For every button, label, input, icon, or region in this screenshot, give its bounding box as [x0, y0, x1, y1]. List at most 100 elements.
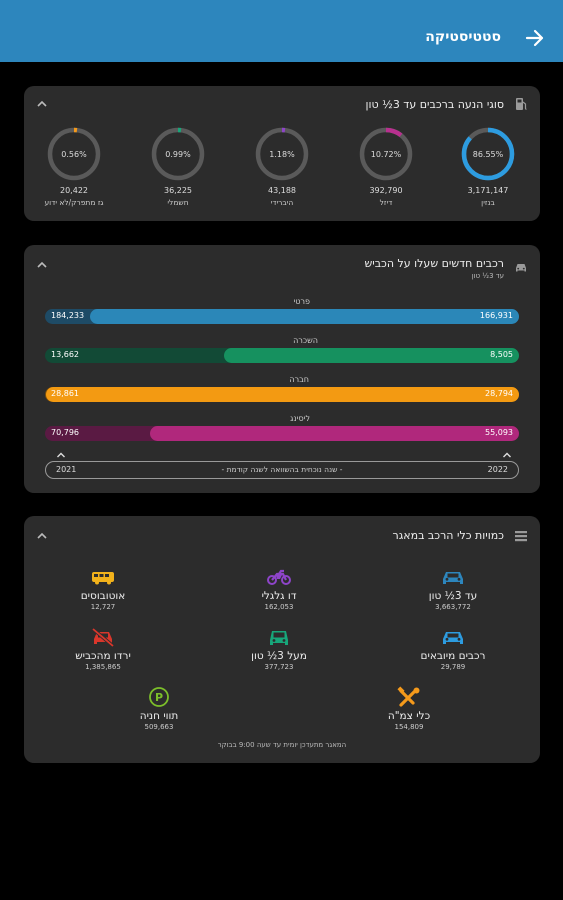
vehicle-stat-value: 29,789 — [440, 663, 466, 671]
vehicle-stat-3[interactable]: אוטובוסים 12,727 — [28, 566, 178, 611]
bar-track: 70,796 55,093 — [45, 426, 519, 441]
vehicle-stat-value: 12,727 — [90, 603, 116, 611]
bar-previous-value: 13,662 — [51, 350, 79, 359]
bar-track: 184,233 166,931 — [45, 309, 519, 324]
truck-icon — [270, 631, 288, 645]
ring-value: 392,790 — [369, 186, 403, 195]
vehicle-stat-value: 3,663,772 — [435, 603, 471, 611]
vehicle-stat-name: אוטובוסים — [80, 590, 126, 602]
back-arrow-icon[interactable] — [523, 26, 547, 50]
propulsion-ring — [151, 127, 205, 181]
bar-track: 13,662 8,505 — [45, 348, 519, 363]
vehicle-stat-7[interactable]: כלי צמ"ה 154,809 — [334, 686, 484, 731]
next-year-chevron-icon[interactable] — [502, 451, 512, 459]
update-footnote: המאגר מתעדכן יומית עד שעה 9:00 בבוקר — [217, 741, 347, 749]
page-title: סטטיסטיקה — [425, 29, 501, 45]
ring-label: גז מתפרק/לא ידוע — [44, 198, 104, 207]
ring-segment — [255, 127, 309, 181]
vehicle-stat-name: כלי צמ"ה — [387, 710, 431, 722]
ring-label: דיזל — [379, 198, 393, 207]
ring-segment — [151, 127, 205, 181]
year-compare-selector[interactable]: 2021 - שנה נוכחית בהשוואה לשנה קודמת - 2… — [45, 461, 519, 479]
ring-label: בנזין — [481, 198, 495, 207]
propulsion-ring — [461, 127, 515, 181]
bar-current-value: 55,093 — [485, 428, 513, 437]
ring-label: היברידי — [270, 198, 294, 207]
propulsion-ring — [47, 127, 101, 181]
bar-previous-value: 28,861 — [51, 389, 79, 398]
ring-percentage: 10.72% — [370, 150, 402, 159]
svg-text:P: P — [155, 691, 163, 704]
bar-current-value: 166,931 — [479, 311, 513, 320]
imported-car-icon — [443, 632, 463, 644]
ring-percentage: 86.55% — [472, 150, 504, 159]
vehicle-stat-4[interactable]: רכבים מיובאים 29,789 — [378, 626, 528, 671]
ring-percentage: 0.99% — [165, 150, 191, 159]
year-previous: 2021 — [56, 465, 77, 474]
collapse-chevron-icon[interactable] — [36, 99, 48, 109]
list-icon — [515, 531, 527, 542]
quantities-card: כמויות כלי הרכב במאגר עד 3½ טון 3,663,772… — [24, 516, 540, 763]
bar-category-label: חברה — [289, 375, 309, 384]
vehicle-stat-name: מעל 3½ טון — [251, 650, 307, 662]
year-current: 2022 — [487, 465, 508, 474]
ring-label: חשמלי — [167, 198, 189, 207]
parking-icon: P — [149, 687, 169, 707]
bar-previous-value: 184,233 — [51, 311, 85, 320]
bar-current-value: 28,794 — [485, 389, 513, 398]
card-subtitle: עד 3½ טון — [471, 272, 504, 280]
propulsion-card: סוגי הנעה ברכבים עד 3½ טון 86.55% 3,171,1… — [24, 86, 540, 221]
ring-segment — [47, 127, 101, 181]
card-title: כמויות כלי הרכב במאגר — [392, 529, 505, 542]
vehicle-stat-value: 377,723 — [264, 663, 294, 671]
vehicle-stat-8[interactable]: P תווי חניה 509,663 — [84, 686, 234, 731]
crossed-car-icon — [91, 627, 115, 648]
card-title: רכבים חדשים שעלו על הכביש — [364, 257, 504, 270]
vehicle-stat-1[interactable]: עד 3½ טון 3,663,772 — [378, 566, 528, 611]
propulsion-ring — [359, 127, 413, 181]
vehicle-stat-name: דו גלגלי — [261, 590, 297, 602]
bar-previous-value: 70,796 — [51, 428, 79, 437]
card-title: סוגי הנעה ברכבים עד 3½ טון — [365, 98, 504, 111]
vehicle-stat-name: עד 3½ טון — [428, 590, 478, 602]
vehicle-stat-value: 509,663 — [144, 723, 174, 731]
fuel-pump-icon — [516, 98, 527, 110]
vehicle-stat-name: ירדו מהכביש — [75, 650, 131, 662]
bar-track: 28,861 28,794 — [45, 387, 519, 402]
motorcycle-icon — [267, 569, 291, 585]
app-bar: סטטיסטיקה — [0, 0, 563, 62]
vehicle-stat-2[interactable]: דו גלגלי 162,053 — [204, 566, 354, 611]
bar-category-label: פרטי — [293, 297, 311, 306]
vehicle-stat-6[interactable]: ירדו מהכביש 1,385,865 — [28, 626, 178, 671]
ring-percentage: 0.56% — [61, 150, 87, 159]
bar-fill — [150, 426, 519, 441]
propulsion-ring — [255, 127, 309, 181]
vehicle-stat-value: 1,385,865 — [85, 663, 121, 671]
bar-category-label: השכרה — [293, 336, 318, 345]
vehicle-stat-name: תווי חניה — [139, 710, 179, 722]
bus-icon — [92, 572, 114, 585]
car-icon — [516, 264, 526, 272]
tools-icon — [397, 686, 420, 707]
ring-value: 3,171,147 — [467, 186, 509, 195]
vehicle-stat-value: 162,053 — [264, 603, 294, 611]
vehicle-stat-value: 154,809 — [394, 723, 424, 731]
vehicle-stat-5[interactable]: מעל 3½ טון 377,723 — [204, 626, 354, 671]
ring-value: 43,188 — [268, 186, 296, 195]
bar-category-label: ליסינג — [290, 414, 310, 423]
car-icon — [443, 572, 463, 584]
bar-fill — [89, 309, 519, 324]
ring-segment — [461, 127, 515, 181]
bar-current-value: 8,505 — [490, 350, 513, 359]
new-vehicles-card: רכבים חדשים שעלו על הכביש עד 3½ טון פרטי… — [24, 245, 540, 493]
bar-fill — [45, 387, 519, 402]
prev-year-chevron-icon[interactable] — [56, 451, 66, 459]
ring-segment — [359, 127, 413, 181]
ring-value: 20,422 — [60, 186, 88, 195]
collapse-chevron-icon[interactable] — [36, 531, 48, 541]
vehicle-stat-name: רכבים מיובאים — [420, 650, 486, 662]
collapse-chevron-icon[interactable] — [36, 260, 48, 270]
ring-percentage: 1.18% — [269, 150, 295, 159]
ring-value: 36,225 — [164, 186, 192, 195]
bar-fill — [223, 348, 519, 363]
